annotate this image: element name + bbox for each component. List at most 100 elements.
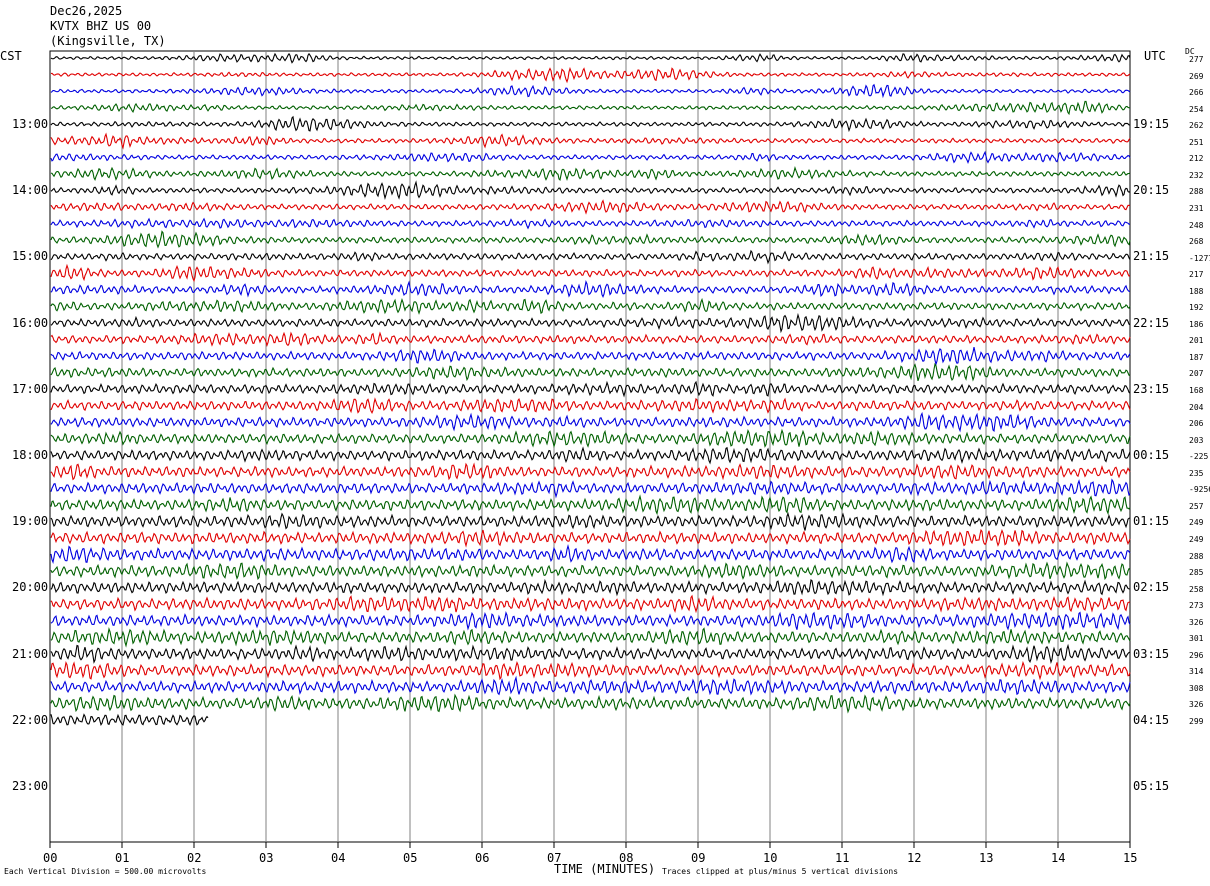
x-tick-label: 05: [403, 851, 418, 865]
dc-offset-label: 296: [1189, 650, 1204, 660]
dc-offset-label: 206: [1189, 419, 1204, 429]
dc-offset-label: 257: [1189, 501, 1204, 511]
dc-offset-label: 201: [1189, 336, 1204, 346]
hour-label-cst: 14:00: [12, 183, 49, 198]
seismic-trace: [50, 249, 1131, 265]
dc-offset-label: 186: [1189, 319, 1204, 329]
hour-label-cst: 17:00: [12, 381, 49, 396]
dc-offset-label: -9256: [1189, 485, 1210, 495]
seismic-trace: [50, 100, 1131, 116]
dc-offset-label: 232: [1189, 170, 1204, 180]
dc-offset-label: 258: [1189, 584, 1204, 594]
hour-label-utc: 05:15: [1133, 779, 1170, 793]
seismic-trace: [50, 166, 1131, 182]
dc-offset-label: 299: [1189, 717, 1204, 726]
x-tick-label: 04: [331, 851, 346, 865]
dc-offset-label: 204: [1189, 402, 1204, 412]
location-label: (Kingsville, TX): [50, 34, 166, 48]
seismic-trace: [50, 150, 1131, 165]
dc-offset-label: 273: [1189, 601, 1204, 611]
seismic-trace: [50, 693, 1131, 714]
seismic-trace: [50, 132, 1131, 150]
dc-offset-label: 168: [1189, 386, 1204, 395]
dc-offset-label: 266: [1189, 88, 1204, 98]
seismic-trace: [50, 230, 1131, 249]
dc-offset-label: 288: [1189, 187, 1204, 197]
dc-offset-label: 269: [1189, 71, 1204, 81]
hour-label-utc: 19:15: [1133, 117, 1170, 131]
dc-offset-label: 231: [1189, 203, 1204, 213]
dc-offset-label: 251: [1189, 137, 1204, 147]
x-tick-label: 00: [43, 851, 58, 865]
hour-label-utc: 04:15: [1133, 712, 1170, 727]
seismic-trace: [50, 626, 1131, 648]
dc-offset-label: 212: [1189, 154, 1204, 164]
x-tick-label: 14: [1051, 851, 1066, 865]
x-tick-label: 06: [475, 851, 490, 865]
hour-label-cst: 13:00: [12, 117, 49, 131]
x-tick-label: 10: [763, 851, 778, 865]
dc-offset-label: 285: [1189, 568, 1204, 578]
hour-label-cst: 23:00: [12, 779, 49, 793]
x-tick-label: 13: [979, 851, 994, 865]
dc-offset-label: 262: [1189, 121, 1204, 131]
x-tick-label: 02: [187, 851, 202, 865]
hour-label-utc: 21:15: [1133, 249, 1170, 264]
seismic-trace: [50, 263, 1131, 283]
seismic-trace: [50, 66, 1131, 84]
hour-label-cst: 21:00: [12, 646, 49, 661]
seismic-trace: [50, 494, 1131, 516]
seismic-trace: [50, 199, 1131, 215]
seismic-trace: [50, 380, 1131, 398]
dc-offset-label: 301: [1189, 634, 1204, 644]
hour-label-cst: 22:00: [12, 712, 49, 727]
seismic-trace: [50, 52, 1131, 64]
dc-offset-label: 188: [1189, 286, 1204, 296]
x-tick-label: 01: [115, 851, 130, 865]
hour-label-cst: 20:00: [12, 580, 49, 595]
left-axis-title: CST: [0, 49, 22, 63]
seismic-trace: [50, 643, 1131, 665]
hour-label-utc: 02:15: [1133, 580, 1170, 595]
x-tick-label: 11: [835, 851, 850, 865]
seismic-trace: [50, 411, 1131, 433]
x-axis-title: TIME (MINUTES): [554, 862, 656, 876]
plot-frame: [49, 50, 1131, 843]
dc-offset-label: 235: [1189, 468, 1204, 478]
x-tick-label: 09: [691, 851, 706, 865]
seismic-trace: [50, 462, 1131, 481]
station-label: KVTX BHZ US 00: [50, 19, 152, 33]
seismic-trace: [50, 279, 1131, 298]
seismic-trace: [50, 594, 1131, 614]
seismic-trace: [50, 115, 1131, 133]
hour-label-utc: 22:15: [1133, 315, 1170, 330]
seismic-trace: [50, 660, 1131, 681]
seismic-trace: [50, 83, 1131, 99]
seismic-trace: [50, 362, 1131, 382]
dc-offset-label: 203: [1189, 435, 1204, 445]
hour-label-cst: 16:00: [12, 315, 49, 330]
seismic-trace: [50, 428, 1131, 449]
seismic-trace: [50, 578, 1131, 597]
seismic-trace: [50, 180, 1131, 200]
dc-offset-label: 249: [1189, 518, 1204, 528]
dc-offset-label: 268: [1189, 237, 1204, 247]
dc-offset-label: 192: [1189, 303, 1204, 313]
hour-label-utc: 03:15: [1133, 646, 1170, 661]
hour-label-utc: 20:15: [1133, 183, 1170, 198]
seismic-trace: [50, 528, 1131, 548]
x-tick-label: 07: [547, 851, 562, 865]
dc-offset-label: 314: [1189, 667, 1204, 677]
x-tick-label: 08: [619, 851, 634, 865]
seismic-trace: [50, 512, 1131, 531]
seismic-trace: [50, 610, 1131, 631]
seismic-trace: [50, 331, 1131, 348]
right-axis-title: UTC: [1144, 49, 1166, 63]
dc-offset-label: 326: [1189, 617, 1204, 627]
x-tick-label: 15: [1123, 851, 1138, 865]
dc-offset-label: 248: [1189, 220, 1204, 230]
dc-title: DC: [1185, 47, 1195, 56]
seismic-trace: [50, 346, 1131, 367]
dc-offset-label: 187: [1189, 352, 1204, 362]
